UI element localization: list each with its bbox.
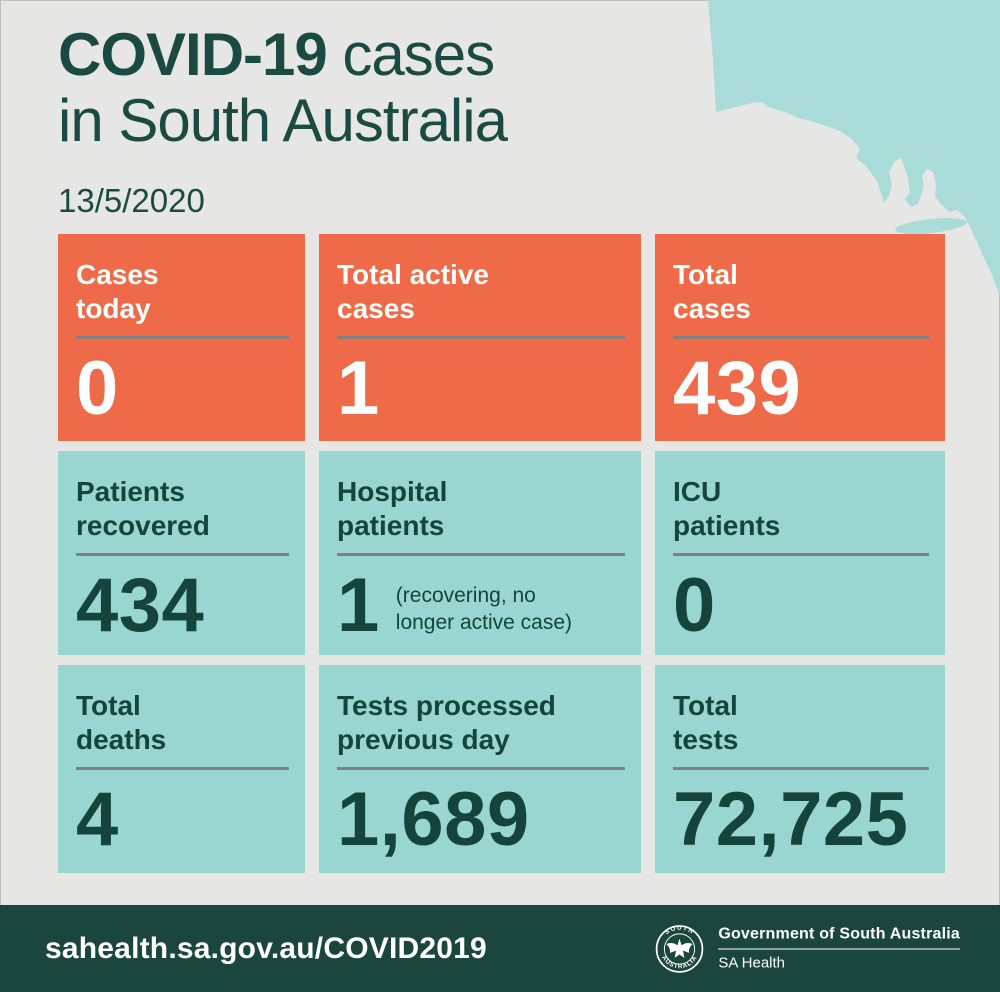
stat-card-hospital-patients: Hospital patients 1 (recovering, no long… [319, 451, 641, 655]
stat-value: 434 [76, 563, 205, 648]
piping-shrike-icon [666, 938, 693, 958]
stat-label: Total active cases [337, 259, 489, 324]
stat-card-tests-processed: Tests processed previous day 1,689 [319, 665, 641, 873]
stat-value-row: 1 (recovering, no longer active case) [337, 556, 625, 644]
sa-health-branding: SOUTH AUSTRALIA Government of South Aust… [655, 924, 960, 973]
stat-card-total-tests: Total tests 72,725 [655, 665, 945, 873]
stat-label: Total deaths [76, 690, 167, 755]
stat-card-cases-today: Cases today 0 [58, 234, 305, 441]
stat-label: Tests processed previous day [337, 690, 556, 755]
stat-value: 1 [337, 563, 380, 648]
divider [673, 336, 929, 339]
svg-text:SOUTH: SOUTH [664, 924, 696, 935]
stat-card-icu-patients: ICU patients 0 [655, 451, 945, 655]
stat-label: Total tests [673, 690, 739, 755]
stat-label: Cases today [76, 259, 159, 324]
government-text-block: Government of South Australia SA Health [718, 926, 960, 972]
stat-value: 0 [76, 346, 119, 431]
department-name: SA Health [718, 954, 786, 972]
divider [673, 553, 929, 556]
report-date: 13/5/2020 [58, 182, 205, 219]
title-line2: in South Australia [58, 87, 508, 154]
stat-value: 4 [76, 777, 119, 862]
stats-grid: Cases today 0 Total active cases 1 Total… [58, 234, 945, 873]
stat-card-patients-recovered: Patients recovered 434 [58, 451, 305, 655]
stat-value: 1 [337, 346, 380, 431]
divider [76, 553, 289, 556]
footer: sahealth.sa.gov.au/COVID2019 SOUTH AUSTR… [0, 905, 1000, 992]
stat-label: ICU patients [673, 476, 781, 541]
stat-card-total-cases: Total cases 439 [655, 234, 945, 441]
stat-value: 439 [673, 346, 802, 431]
divider [673, 767, 929, 770]
divider [337, 553, 625, 556]
government-seal-logo: SOUTH AUSTRALIA [656, 924, 704, 973]
divider [76, 767, 289, 770]
stat-value: 0 [673, 563, 716, 648]
stat-card-total-deaths: Total deaths 4 [58, 665, 305, 873]
divider [337, 767, 625, 770]
website-url: sahealth.sa.gov.au/COVID2019 [45, 931, 487, 965]
stat-value: 72,725 [673, 777, 909, 862]
page-title: COVID-19 cases in South Australia [58, 21, 508, 154]
divider [337, 336, 625, 339]
government-title: Government of South Australia [718, 926, 960, 950]
stat-note: (recovering, no longer active case) [395, 584, 573, 634]
header: COVID-19 cases in South Australia 13/5/2… [58, 21, 508, 220]
title-strong: COVID-19 [58, 21, 328, 88]
stat-value: 1,689 [337, 777, 530, 862]
stat-card-total-active-cases: Total active cases 1 [319, 234, 641, 441]
title-rest: cases [326, 21, 495, 88]
stat-label: Total cases [673, 259, 751, 324]
stat-label: Hospital patients [337, 476, 448, 541]
stat-label: Patients recovered [76, 476, 210, 541]
divider [76, 336, 289, 339]
south-australia-map [708, 0, 1000, 296]
kangaroo-island-shape [895, 218, 967, 234]
